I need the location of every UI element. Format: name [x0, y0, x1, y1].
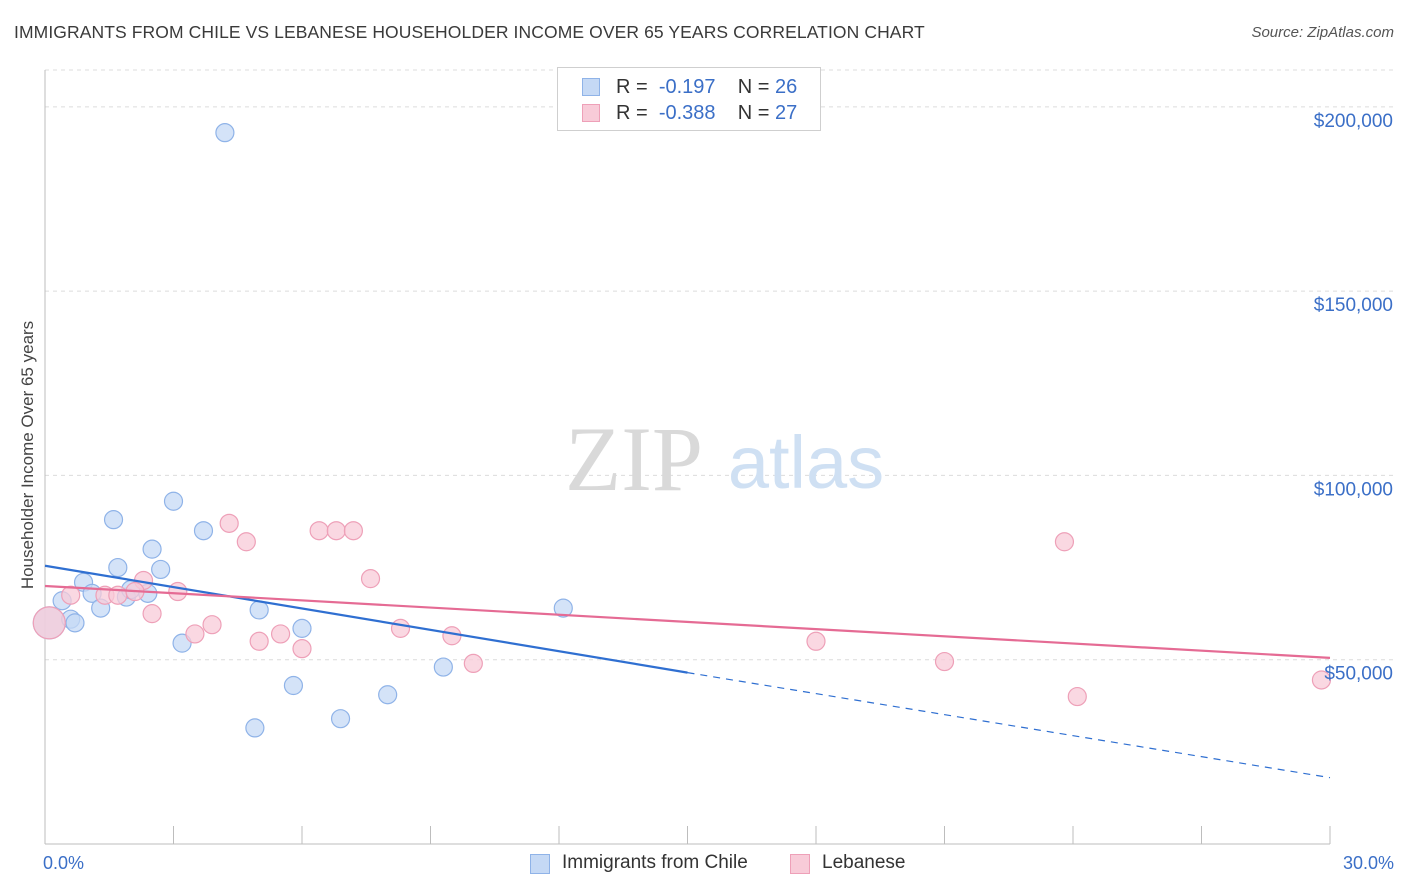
y-tick-label: $100,000 [1314, 479, 1393, 500]
chart-source: Source: ZipAtlas.com [1251, 24, 1394, 41]
lebanese-point [142, 604, 162, 624]
lebanese-point [934, 651, 955, 672]
y-tick-label: $150,000 [1314, 295, 1393, 316]
chile-point [433, 657, 453, 677]
x-tick-label: 30.0% [1343, 853, 1394, 873]
bottom-legend-swatch-lebanese [790, 854, 810, 874]
trend-lines [44, 564, 1331, 779]
y-axis-label: Householder Income Over 65 years [18, 321, 37, 589]
legend-n-value-chile: 26 [775, 76, 798, 98]
chile-point [283, 675, 304, 696]
legend-n-value-lebanese: 27 [775, 102, 798, 124]
axes [44, 70, 1331, 845]
lebanese-point [390, 618, 411, 638]
chile-point [103, 510, 124, 530]
chile-point [245, 718, 265, 738]
lebanese-point [32, 606, 66, 640]
legend-r-value-lebanese: -0.388 [658, 102, 716, 124]
chile-point [108, 557, 128, 578]
chart-title: IMMIGRANTS FROM CHILE VS LEBANESE HOUSEH… [14, 22, 925, 42]
bottom-legend-label-chile: Immigrants from Chile [562, 852, 748, 873]
chile-point [193, 521, 214, 541]
x-tick-label: 0.0% [43, 853, 84, 873]
tick-labels: $50,000 $100,000 $150,000 $200,000 0.0% 30.0% [43, 111, 1394, 873]
watermark-zip: ZIP [565, 408, 703, 510]
lebanese-point [292, 639, 312, 659]
lebanese-point [463, 653, 483, 674]
lebanese-point [326, 521, 346, 541]
lebanese-point [360, 569, 381, 589]
legend-n-label-lebanese: N = [737, 102, 770, 124]
chile-point [163, 491, 184, 511]
chile-point [330, 709, 351, 729]
lebanese-trend-line [44, 584, 1331, 659]
y-tick-label: $50,000 [1324, 664, 1393, 685]
y-tick-label: $200,000 [1314, 111, 1393, 132]
chile-point [249, 600, 269, 620]
lebanese-point [343, 521, 363, 541]
lebanese-point [202, 615, 222, 635]
chile-point [151, 559, 171, 580]
lebanese-point [806, 631, 826, 651]
lebanese-point [442, 626, 462, 646]
stats-legend: R = -0.197 N = 26 R = -0.388 N = 27 [557, 67, 821, 131]
chile-point [378, 685, 398, 705]
legend-stats-lebanese: R = -0.388 N = 27 [616, 102, 797, 125]
chile-trend-line [44, 564, 688, 674]
chile-point [292, 618, 312, 638]
lebanese-point [61, 585, 81, 605]
legend-n-label-chile: N = [737, 76, 770, 98]
lebanese-point [270, 624, 291, 644]
lebanese-point [309, 521, 329, 541]
chile-point [142, 539, 162, 559]
chile-point [65, 613, 85, 633]
lebanese-point [1054, 532, 1075, 552]
watermark: ZIP atlas [565, 408, 884, 510]
lebanese-point [168, 581, 188, 602]
legend-r-label-lebanese: R = [616, 102, 648, 124]
lebanese-point [1067, 686, 1087, 707]
bottom-legend-swatch-chile [530, 854, 550, 874]
legend-swatch-lebanese [582, 104, 600, 122]
lebanese-point [249, 631, 269, 651]
lebanese-point [219, 513, 239, 533]
lebanese-point [236, 532, 256, 552]
chile-point [215, 123, 235, 143]
chile-trend-extension [687, 672, 1331, 779]
legend-r-value-chile: -0.197 [658, 76, 716, 98]
lebanese-point [185, 624, 205, 644]
grid-lines [45, 69, 1395, 661]
legend-stats-chile: R = -0.197 N = 26 [616, 76, 797, 99]
chile-point [553, 598, 573, 618]
legend-r-label-chile: R = [616, 76, 648, 98]
bottom-legend-label-lebanese: Lebanese [822, 852, 906, 873]
legend-swatch-chile [582, 78, 600, 96]
watermark-atlas: atlas [728, 421, 884, 504]
lebanese-point [1311, 670, 1332, 690]
